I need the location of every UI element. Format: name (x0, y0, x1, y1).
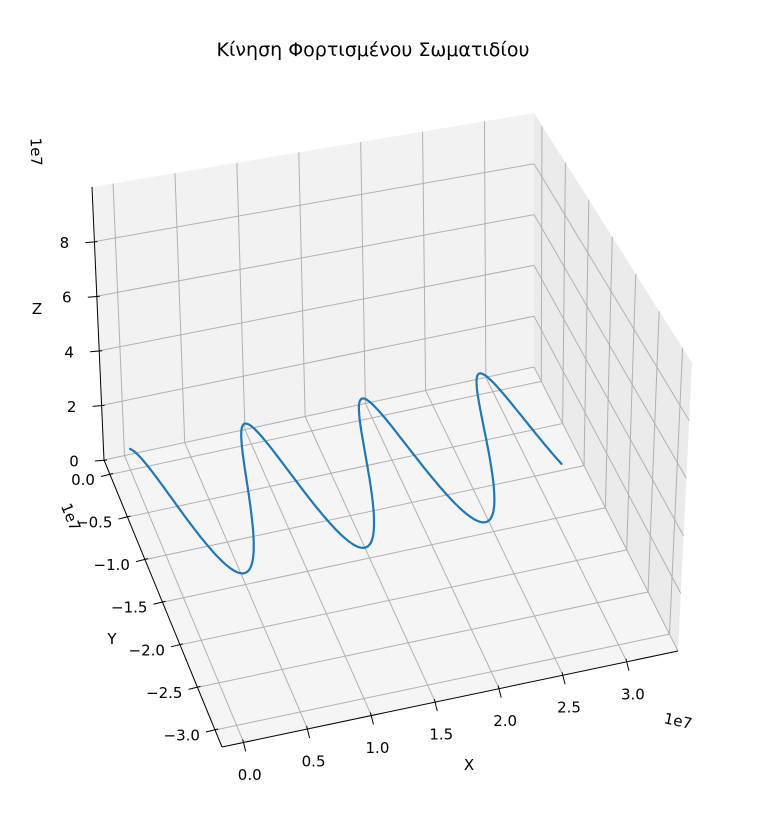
y-axis-label: Y (106, 630, 117, 648)
x-offset-label: 1e7 (662, 709, 693, 732)
y-grid-floor (109, 380, 542, 475)
x-tick-label: 1.5 (429, 726, 453, 744)
y-tick-label: −1.0 (94, 556, 130, 574)
z-tick-mark (94, 459, 108, 462)
z-grid-side (533, 265, 685, 537)
x-tick-mark (242, 739, 247, 752)
z-tick-mark (87, 295, 100, 298)
z-tick-mark (92, 404, 105, 407)
y-tick-label: −2.5 (146, 684, 182, 702)
y-grid-side (562, 162, 566, 424)
z-grid-back (103, 366, 535, 461)
x-grid-floor (244, 429, 372, 716)
y-grid-side (647, 311, 660, 593)
y-tick-label: −2.0 (129, 641, 165, 659)
y-tick-mark (135, 558, 149, 563)
y-grid-floor (127, 422, 563, 518)
z-grid-back (101, 315, 535, 406)
y-tick-label: −0.5 (76, 514, 112, 532)
z-grid-back (94, 163, 535, 243)
x-grid-back (483, 121, 487, 378)
data-series (129, 372, 563, 575)
x-tick-label: 1.0 (366, 739, 390, 757)
z-offset-label: 1e7 (27, 137, 46, 166)
x-grid-back (298, 152, 306, 417)
x-tick-mark (497, 685, 502, 698)
x-grid-back (360, 142, 366, 404)
y-tick-mark (188, 685, 201, 690)
z-tick-mark (85, 241, 98, 244)
z-axis-label: Z (32, 300, 42, 318)
z-tick-label: 6 (62, 289, 72, 307)
axes-lines (91, 186, 679, 748)
x-grid-floor (184, 442, 309, 730)
y-tick-mark (170, 643, 184, 648)
x-tick-mark (561, 672, 566, 685)
y-grid-side (583, 199, 590, 466)
x-tick-label: 2.5 (557, 699, 581, 717)
z-grid-side (533, 214, 687, 479)
axis-ticks: 0.0 0.5 1.0 1.5 2.0 2.5 3.0 0.0 −0.5 −1.0 −1.5 −2.0… (60, 234, 645, 784)
x-tick-mark (369, 712, 374, 725)
z-grid-side (533, 163, 690, 421)
x-tick-label: 0.0 (238, 766, 262, 784)
x-tick-label: 0.5 (302, 752, 326, 770)
grid-lines (94, 121, 690, 743)
x-grid-back (174, 173, 186, 443)
y-tick-label: 0.0 (71, 471, 95, 489)
z-tick-label: 0 (69, 453, 79, 471)
y-grid-side (626, 273, 637, 550)
y-grid-side (540, 125, 543, 382)
y-grid-side (668, 348, 684, 635)
x-axis-line (221, 650, 679, 748)
z-axis-line (91, 186, 105, 461)
z-tick-label: 4 (64, 343, 74, 361)
z-grid-back (96, 214, 535, 297)
y-grid-floor (162, 507, 606, 603)
y-grid-floor (214, 633, 670, 731)
z-grid-side (533, 366, 679, 652)
y-grid-floor (144, 465, 585, 561)
side-pane (534, 113, 692, 651)
x-tick-label: 3.0 (621, 685, 645, 703)
x-tick-mark (625, 658, 630, 671)
chart-title: Κίνηση Φορτισμένου Σωματιδίου (217, 39, 530, 61)
x-grid-floor (304, 416, 436, 703)
x-tick-label: 2.0 (493, 712, 517, 730)
y-tick-label: −3.0 (164, 726, 200, 744)
x-grid-floor (485, 377, 628, 662)
x-tick-mark (306, 725, 311, 739)
x-grid-floor (124, 455, 245, 743)
x-grid-floor (425, 390, 564, 676)
y-tick-mark (153, 600, 166, 605)
x-grid-floor (364, 403, 500, 689)
x-grid-back (112, 183, 125, 456)
z-tick-label: 8 (60, 234, 70, 252)
x-grid-back (422, 131, 427, 391)
y-tick-mark (118, 515, 131, 520)
y-tick-mark (100, 472, 114, 477)
y-grid-floor (179, 549, 627, 646)
z-tick-mark (90, 350, 103, 353)
y-axis-line (103, 459, 223, 748)
x-axis-label: X (464, 756, 474, 774)
x-grid-back (236, 162, 246, 430)
z-grid-back (99, 264, 535, 352)
y-tick-label: −1.5 (111, 599, 147, 617)
z-grid-side (533, 315, 682, 594)
x-tick-mark (433, 698, 438, 712)
chart-panes (92, 113, 692, 747)
y-tick-mark (205, 728, 219, 733)
z-tick-label: 2 (67, 398, 77, 416)
y-grid-side (604, 236, 613, 508)
series-line (129, 372, 563, 575)
y-grid-floor (197, 591, 649, 688)
floor-pane (104, 367, 678, 747)
